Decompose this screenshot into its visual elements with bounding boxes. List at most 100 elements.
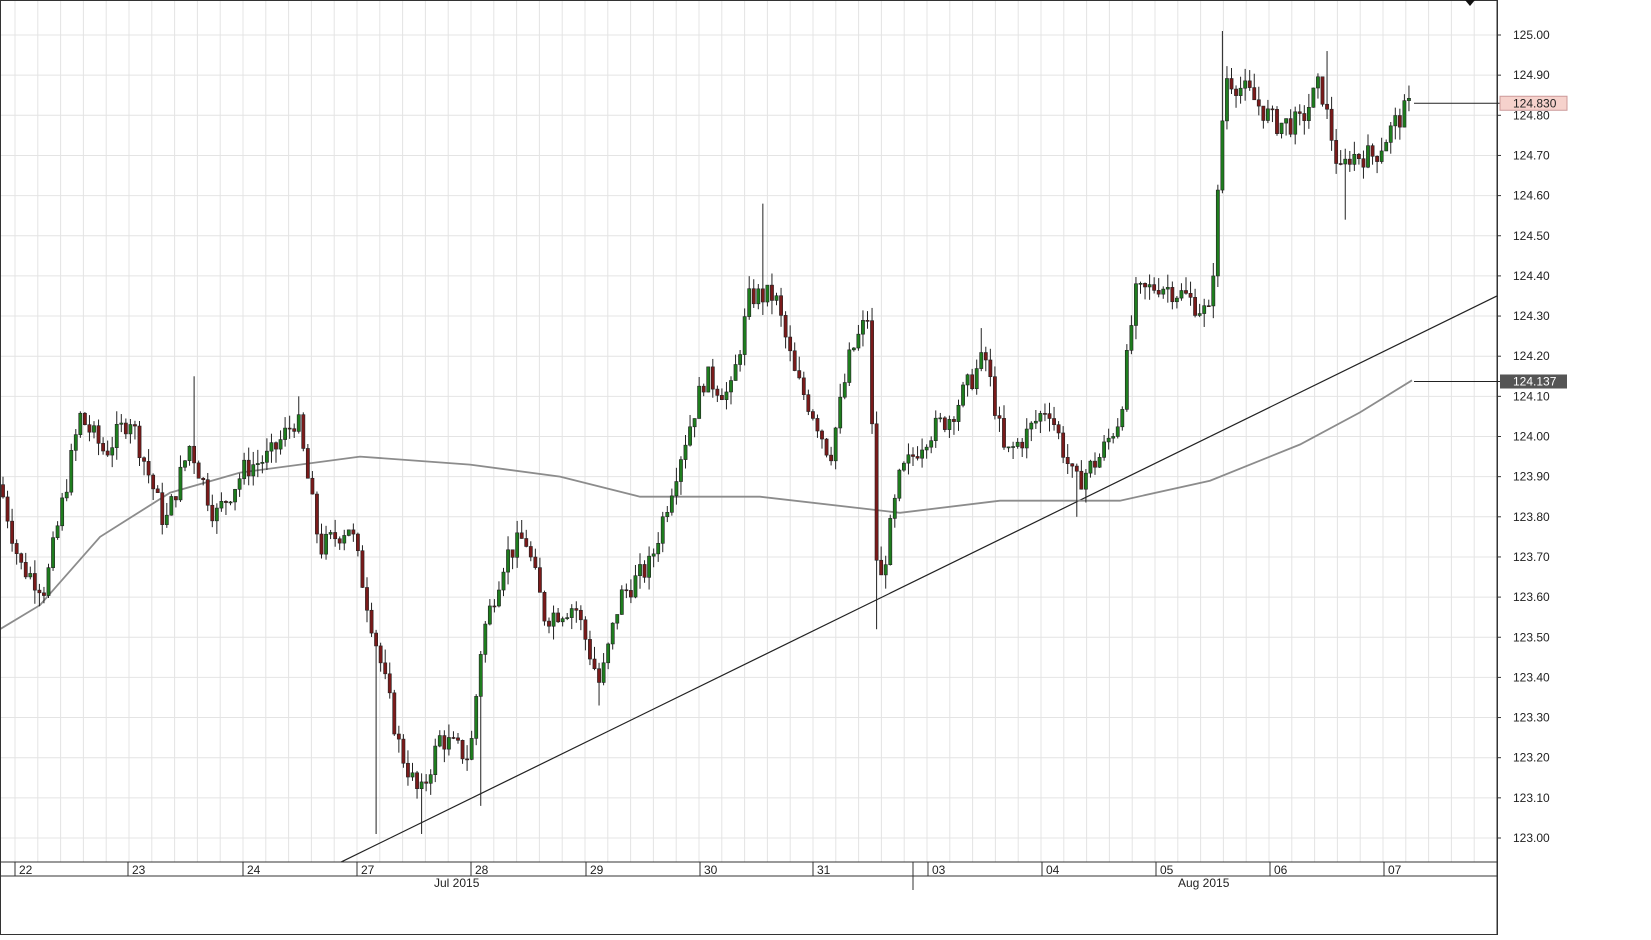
candle-body <box>692 418 697 428</box>
candle <box>929 436 934 454</box>
candle <box>1202 298 1207 327</box>
candle-body <box>133 424 137 427</box>
candle-body <box>83 412 87 426</box>
candle-body <box>96 425 101 444</box>
candle <box>319 523 324 559</box>
candle <box>724 382 729 410</box>
candle <box>1293 106 1298 145</box>
candle-body <box>246 459 251 477</box>
candle-body <box>874 423 879 561</box>
candle <box>974 359 979 395</box>
candle <box>460 739 465 764</box>
candle <box>633 564 638 599</box>
candle-body <box>738 354 743 365</box>
candle-body <box>478 654 483 697</box>
candle <box>574 601 579 623</box>
candle-body <box>528 546 533 558</box>
x-tick-label: 06 <box>1274 863 1288 877</box>
candle-body <box>615 614 620 624</box>
candle <box>428 769 433 795</box>
candle <box>1120 406 1125 431</box>
candle-body <box>101 443 106 452</box>
candle <box>1056 421 1061 440</box>
candle <box>779 287 783 327</box>
candle <box>865 311 870 329</box>
candle-body <box>114 423 119 448</box>
candle <box>729 376 733 405</box>
candle-body <box>1152 284 1157 291</box>
candle-body <box>988 359 993 378</box>
candle <box>1188 281 1193 306</box>
candle-body <box>237 478 242 490</box>
candle-body <box>992 376 997 416</box>
candle <box>283 417 288 447</box>
candle-body <box>128 424 133 435</box>
candle <box>465 745 470 771</box>
y-tick-label: 124.60 <box>1513 189 1550 203</box>
candle-body <box>1234 88 1238 96</box>
candle-body <box>1279 122 1284 134</box>
candle-body <box>656 542 661 555</box>
candle <box>1129 315 1134 355</box>
candle-body <box>51 537 55 568</box>
candle-body <box>1202 305 1207 314</box>
candle <box>1156 278 1161 298</box>
candle-body <box>155 488 160 493</box>
candle <box>560 616 565 627</box>
month-label: Jul 2015 <box>434 876 480 890</box>
candle-body <box>965 374 970 386</box>
candle-body <box>606 643 611 664</box>
candle <box>146 449 151 484</box>
candle <box>1302 105 1307 135</box>
candle-body <box>460 740 465 760</box>
candle <box>1311 87 1316 108</box>
candle <box>1384 139 1389 152</box>
candle-body <box>879 559 884 576</box>
candle-body <box>219 500 224 509</box>
candle <box>1343 148 1348 220</box>
x-tick-label: 24 <box>247 863 261 877</box>
candle-body <box>360 550 365 588</box>
candle <box>287 415 292 439</box>
candle <box>14 539 19 565</box>
candle <box>669 488 674 516</box>
candle-body <box>970 374 975 390</box>
x-tick-label: 07 <box>1388 863 1402 877</box>
candle-body <box>28 573 33 578</box>
candle <box>1247 70 1252 91</box>
chart-frame <box>0 0 1498 935</box>
candle <box>1256 86 1261 116</box>
candle <box>51 531 55 571</box>
candle <box>970 368 975 391</box>
y-tick-label: 125.00 <box>1513 28 1550 42</box>
candle-body <box>151 474 156 490</box>
y-tick-label: 123.10 <box>1513 791 1550 805</box>
candle-body <box>1043 413 1047 415</box>
candle-body <box>669 495 674 513</box>
candle <box>715 385 720 403</box>
candle-body <box>942 417 947 430</box>
candle-body <box>833 427 838 462</box>
candle-body <box>456 737 460 741</box>
candle <box>1020 438 1025 457</box>
candle <box>478 650 483 806</box>
candle-body <box>1320 76 1325 105</box>
candle <box>933 410 938 448</box>
candle-body <box>310 477 315 495</box>
candle-body <box>524 538 529 547</box>
candle <box>892 494 897 528</box>
candle <box>1316 73 1320 99</box>
candle-body <box>1188 293 1193 298</box>
candle-body <box>255 463 260 465</box>
candle <box>1325 51 1329 120</box>
trendline <box>340 295 1498 863</box>
candle-body <box>715 388 720 396</box>
candle <box>947 415 952 438</box>
candle-body <box>396 733 401 740</box>
candle-body <box>1229 78 1234 90</box>
candle <box>742 308 747 366</box>
candle-body <box>842 382 847 398</box>
candle <box>164 502 169 528</box>
